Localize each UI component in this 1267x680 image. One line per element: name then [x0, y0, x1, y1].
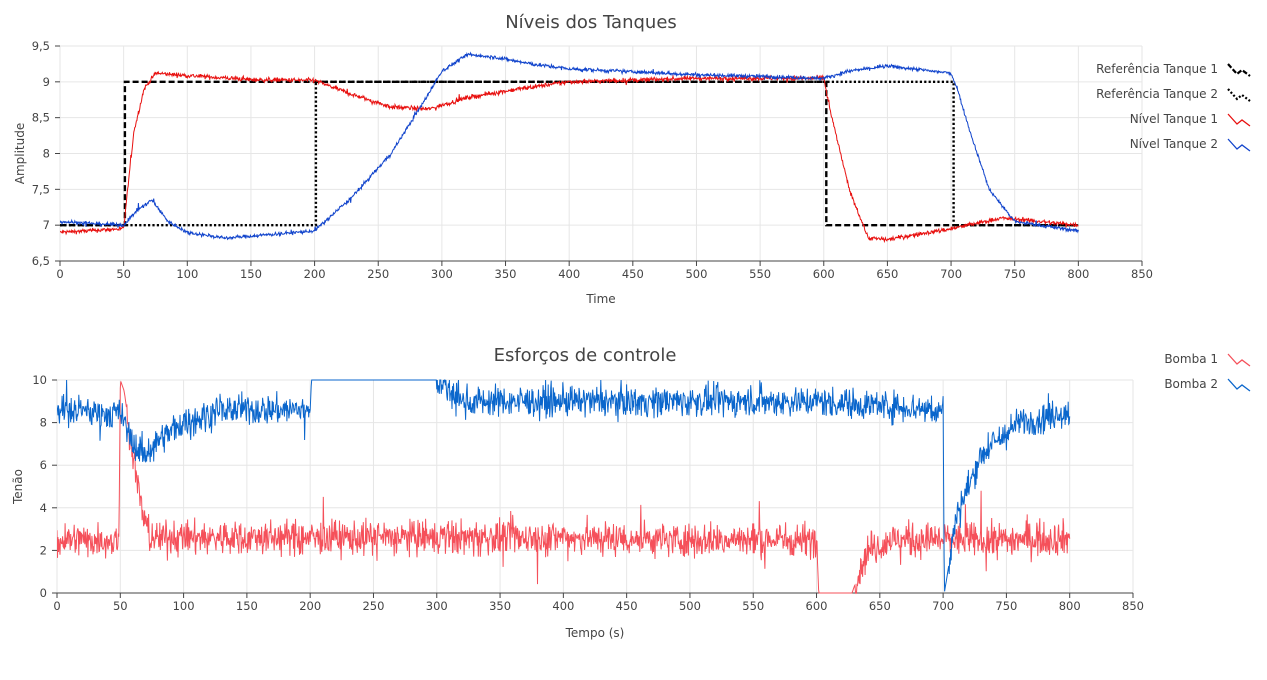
x-tick-label: 250: [362, 599, 384, 613]
series-line-bomba-2: [57, 379, 1071, 592]
x-tick-label: 650: [869, 599, 891, 613]
x-tick-label: 50: [116, 267, 131, 281]
y-axis-label: Tenão: [11, 469, 25, 505]
x-tick-label: 0: [53, 599, 60, 613]
x-tick-label: 300: [431, 267, 453, 281]
series-line-bomba-1: [57, 381, 1071, 595]
levels-chart: Níveis dos Tanques 0 50 100 150 200 250 300 350 4…: [13, 12, 1251, 306]
chart-title: Esforços de controle: [494, 345, 677, 366]
x-tick-label: 400: [552, 599, 574, 613]
x-tick-label: 750: [995, 599, 1017, 613]
x-tick-label: 50: [113, 599, 128, 613]
x-tick-label: 300: [426, 599, 448, 613]
x-tick-label: 800: [1059, 599, 1081, 613]
y-tick-label: 6,5: [32, 254, 50, 268]
x-tick-label: 250: [367, 267, 389, 281]
y-tick-label: 4: [40, 501, 47, 515]
legend-swatch: [1227, 113, 1251, 127]
x-tick-label: 700: [940, 267, 962, 281]
legend-label: Nível Tanque 2: [1130, 137, 1218, 151]
legend-label: Referência Tanque 2: [1096, 87, 1218, 101]
legend-swatch: [1227, 378, 1251, 392]
series-line-n-vel-tanque-2: [60, 51, 1079, 241]
x-tick-label: 850: [1122, 599, 1144, 613]
x-tick-label: 0: [56, 267, 63, 281]
legend-label: Nível Tanque 1: [1130, 112, 1218, 126]
y-tick-label: 7,5: [32, 182, 50, 196]
x-axis-label: Time: [585, 292, 615, 306]
x-axis-label: Tempo (s): [565, 626, 625, 640]
x-tick-label: 100: [176, 267, 198, 281]
legend-swatch: [1227, 138, 1251, 152]
x-tick-label: 850: [1131, 267, 1153, 281]
y-tick-label: 8: [43, 147, 50, 161]
y-tick-label: 8: [40, 416, 47, 430]
series-line-n-vel-tanque-1: [60, 70, 1079, 244]
x-tick-label: 500: [679, 599, 701, 613]
y-tick-label: 9: [43, 75, 50, 89]
x-tick-label: 450: [622, 267, 644, 281]
y-tick-label: 0: [40, 586, 47, 600]
x-tick-label: 700: [932, 599, 954, 613]
y-axis-label: Amplitude: [13, 123, 27, 185]
x-tick-label: 600: [806, 599, 828, 613]
x-tick-label: 650: [876, 267, 898, 281]
x-tick-label: 800: [1067, 267, 1089, 281]
x-tick-label: 550: [742, 599, 764, 613]
series-line-refer-ncia-tanque-2: [60, 80, 1079, 227]
y-tick-label: 7: [43, 218, 50, 232]
x-tick-label: 500: [685, 267, 707, 281]
chart-title: Níveis dos Tanques: [505, 12, 677, 33]
y-tick-label: 8,5: [32, 111, 50, 125]
x-tick-label: 200: [304, 267, 326, 281]
x-tick-label: 350: [489, 599, 511, 613]
y-tick-label: 2: [40, 543, 47, 557]
legend-swatch: [1227, 88, 1251, 102]
legend-swatch: [1227, 353, 1251, 367]
x-tick-label: 600: [813, 267, 835, 281]
y-tick-label: 9,5: [32, 39, 50, 53]
legend-label: Bomba 1: [1164, 352, 1218, 366]
x-tick-label: 150: [236, 599, 258, 613]
x-tick-label: 400: [558, 267, 580, 281]
legend-label: Bomba 2: [1164, 377, 1218, 391]
x-tick-label: 750: [1004, 267, 1026, 281]
x-tick-label: 100: [173, 599, 195, 613]
y-tick-label: 10: [32, 373, 47, 387]
legend-label: Referência Tanque 1: [1096, 62, 1218, 76]
x-tick-label: 550: [749, 267, 771, 281]
x-tick-label: 150: [240, 267, 262, 281]
x-tick-label: 200: [299, 599, 321, 613]
y-tick-label: 6: [40, 458, 47, 472]
x-tick-label: 450: [616, 599, 638, 613]
legend-swatch: [1227, 63, 1251, 77]
x-tick-label: 350: [495, 267, 517, 281]
